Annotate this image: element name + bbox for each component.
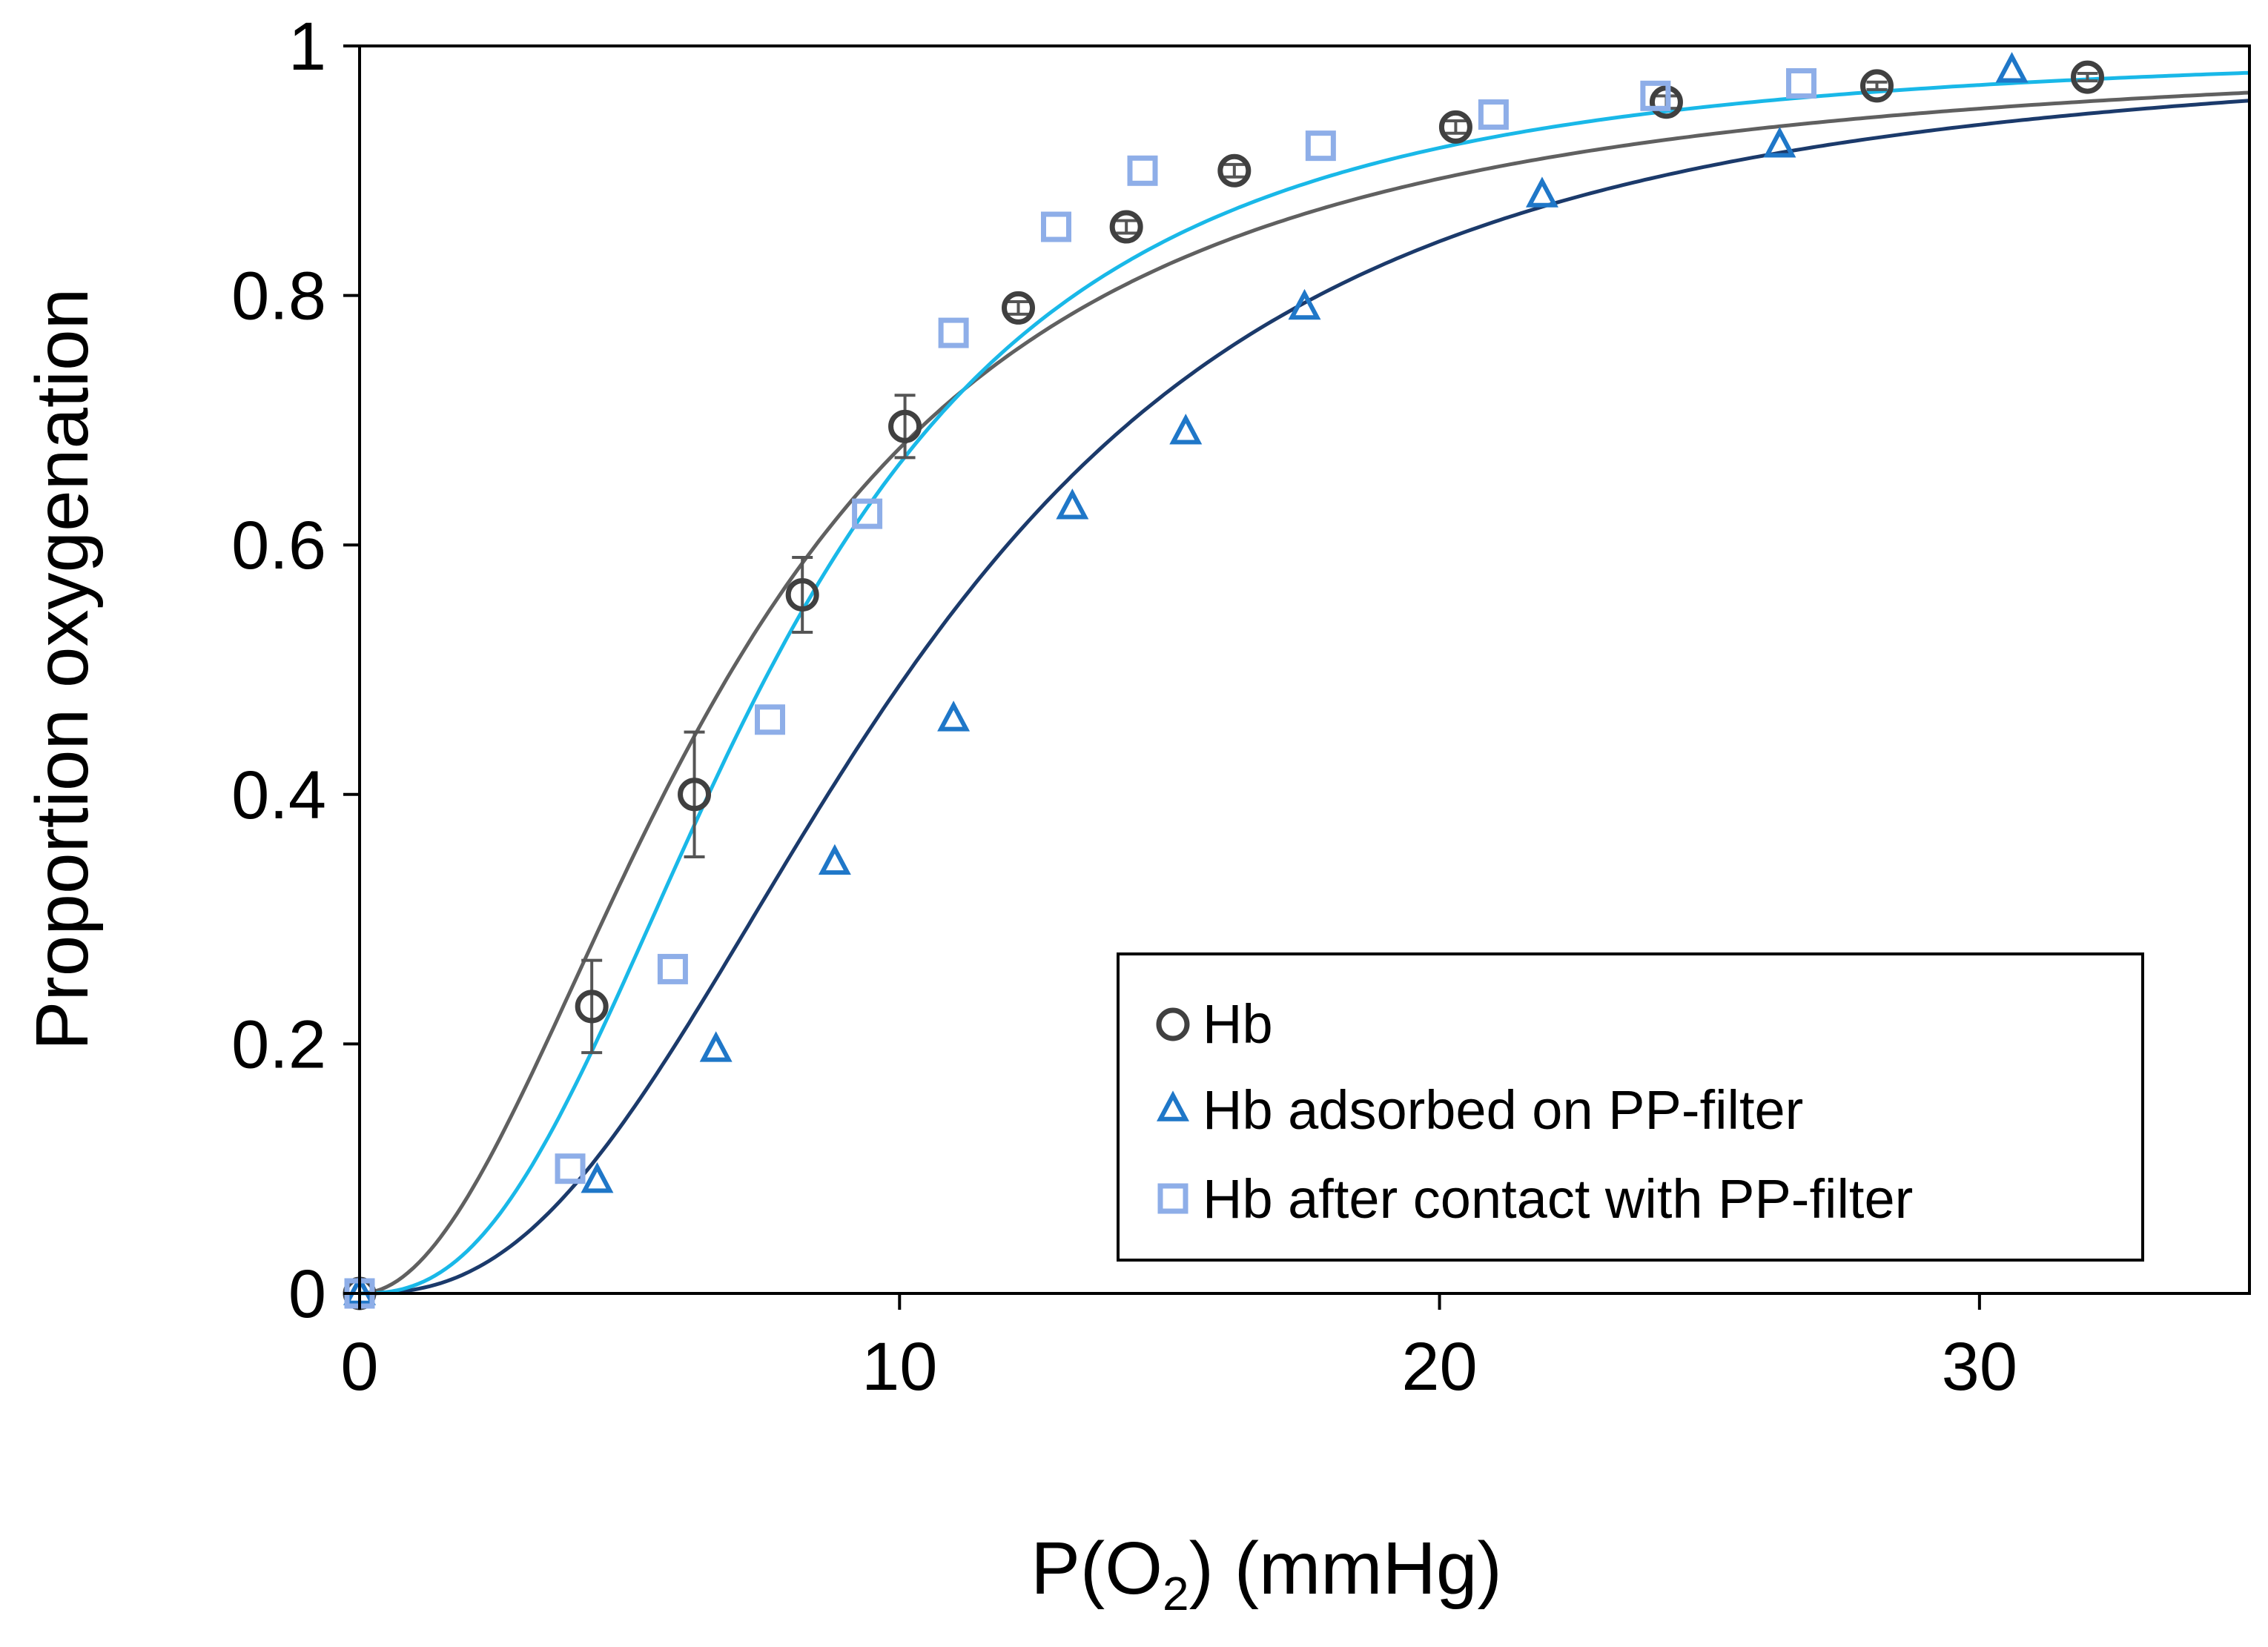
data-markers [343, 52, 2105, 1310]
legend-label-hb-after-contact: Hb after contact with PP-filter [1203, 1168, 1913, 1230]
legend-square-icon [1157, 1183, 1188, 1214]
data-point-hb [888, 409, 922, 443]
y-tick-label: 0 [288, 1256, 326, 1332]
data-point-hb-after-contact-with-pp-filter [1305, 130, 1336, 162]
data-point-hb-after-contact-with-pp-filter [657, 953, 688, 984]
x-tick-label: 0 [340, 1329, 378, 1405]
y-tick-label: 1 [288, 9, 326, 84]
data-point-hb [575, 990, 609, 1024]
y-axis-ticks: 0 0.2 0.4 0.6 0.8 1 [231, 9, 360, 1332]
data-point-hb [2071, 60, 2105, 94]
data-point-hb-adsorbed-on-pp-filter [937, 700, 971, 732]
y-tick-label: 0.8 [231, 259, 326, 334]
legend-label-hb-adsorbed: Hb adsorbed on PP-filter [1203, 1079, 1803, 1141]
x-axis-title-main: P(O [1031, 1527, 1163, 1610]
legend-marker-hb [1156, 1007, 1190, 1041]
y-tick-label: 0.6 [231, 508, 326, 583]
fit-curve-hb-after-contact-with-pp-filter [360, 70, 2250, 1296]
fit-curves [359, 70, 2250, 1296]
plot-frame [358, 44, 2251, 1295]
x-axis-title: P(O2) (mmHg) [1031, 1527, 1502, 1620]
data-point-hb-adsorbed-on-pp-filter [1056, 488, 1089, 520]
data-point-hb-adsorbed-on-pp-filter [818, 844, 851, 875]
data-point-hb [678, 778, 712, 812]
x-tick-label: 20 [1401, 1329, 1477, 1405]
data-point-hb-after-contact-with-pp-filter [1786, 67, 1817, 99]
y-tick-label: 0.2 [231, 1007, 326, 1082]
data-point-hb-adsorbed-on-pp-filter [1525, 176, 1558, 208]
error-bars [581, 72, 2098, 1055]
data-point-hb [1109, 210, 1143, 244]
data-point-hb [785, 578, 819, 612]
x-tick-label: 10 [862, 1329, 937, 1405]
legend-marker-hb-adsorbed [1157, 1090, 1189, 1121]
fit-curve-hb [359, 90, 2250, 1296]
data-point-hb-adsorbed-on-pp-filter [1763, 127, 1796, 158]
data-point-hb-adsorbed-on-pp-filter [699, 1031, 733, 1062]
data-point-hb [1002, 291, 1036, 325]
data-point-hb-adsorbed-on-pp-filter [1995, 52, 2029, 83]
x-axis-ticks: 0 10 20 30 [340, 1293, 2017, 1405]
y-tick-label: 0.4 [231, 758, 326, 833]
x-axis-title-subscript: 2 [1163, 1567, 1189, 1620]
data-point-hb-after-contact-with-pp-filter [555, 1153, 586, 1184]
fit-curve-hb-adsorbed-on-pp-filter [360, 99, 2250, 1296]
data-point-hb [1217, 153, 1252, 188]
data-point-hb-after-contact-with-pp-filter [1040, 211, 1071, 242]
data-point-hb-after-contact-with-pp-filter [754, 704, 785, 735]
legend-triangle-icon [1157, 1090, 1189, 1121]
legend-marker-hb-after-contact [1157, 1183, 1188, 1214]
y-axis-title: Proportion oxygenation [21, 288, 104, 1050]
data-point-hb-after-contact-with-pp-filter [1478, 99, 1509, 130]
data-point-hb [1859, 69, 1894, 103]
data-point-hb-after-contact-with-pp-filter [1127, 155, 1158, 186]
legend-circle-icon [1156, 1007, 1190, 1041]
data-point-hb-after-contact-with-pp-filter [1640, 80, 1671, 111]
data-point-hb [1438, 110, 1472, 144]
data-point-hb-adsorbed-on-pp-filter [1288, 288, 1321, 320]
legend-label-hb: Hb [1203, 993, 1273, 1055]
data-point-hb-adsorbed-on-pp-filter [1169, 414, 1203, 445]
data-point-hb-adsorbed-on-pp-filter [581, 1161, 614, 1193]
x-axis-title-tail: ) (mmHg) [1189, 1527, 1502, 1610]
legend-box [1117, 952, 2144, 1262]
data-point-hb-after-contact-with-pp-filter [938, 317, 969, 348]
data-point-hb-after-contact-with-pp-filter [852, 498, 883, 529]
x-tick-label: 30 [1942, 1329, 2017, 1405]
legend: Hb Hb adsorbed on PP-filter Hb after con… [1117, 952, 2144, 1262]
